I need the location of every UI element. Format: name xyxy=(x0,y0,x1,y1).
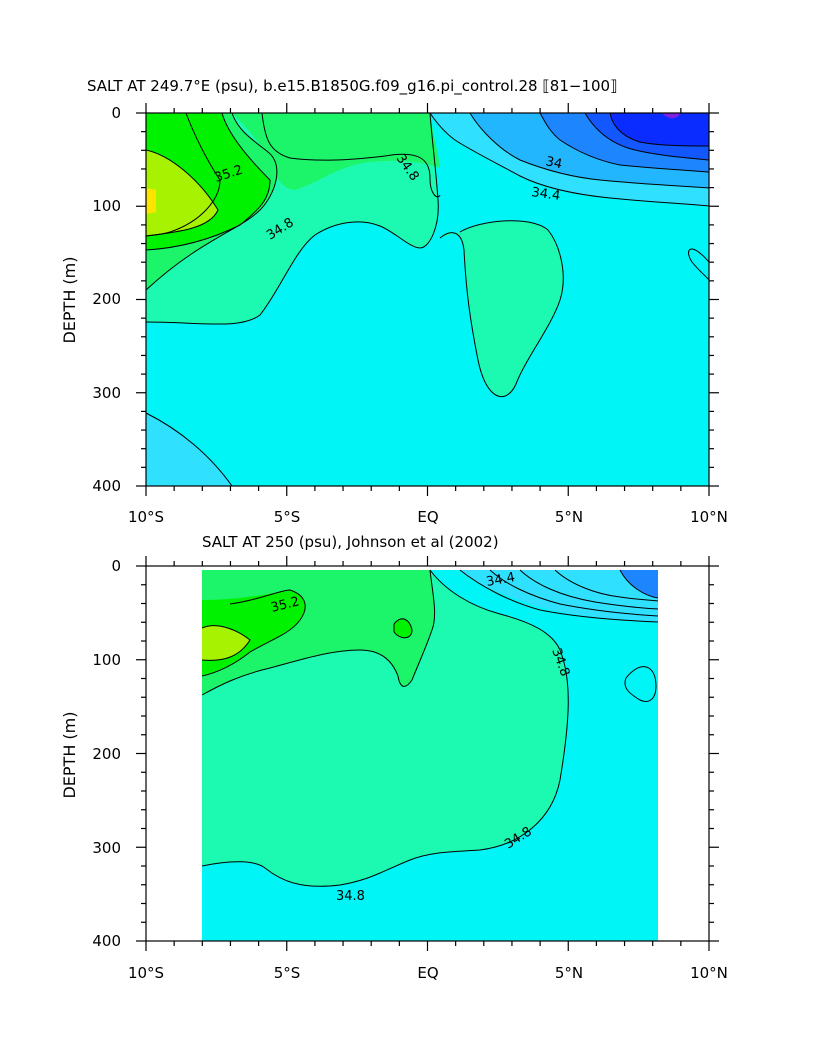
bottom-fill-light-green xyxy=(202,625,250,661)
top-y-tick-label: 300 xyxy=(92,384,121,402)
bottom-fill-green-island xyxy=(394,618,412,638)
top-contour-line xyxy=(145,149,219,237)
bottom-contour-label: 34.4 xyxy=(485,570,516,590)
top-fill-max xyxy=(146,188,156,214)
top-fill-green2b xyxy=(146,113,440,190)
top-contour-label: 34 xyxy=(544,154,563,172)
top-x-tick-label: 10°N xyxy=(690,508,728,526)
top-panel: SALT AT 249.7°E (psu), b.e15.B1850G.f09_… xyxy=(60,77,728,526)
top-contour-label: 34.4 xyxy=(530,185,561,204)
top-y-tick-labels: 0 100 200 300 400 xyxy=(92,104,121,495)
top-filled-contours xyxy=(146,113,709,486)
bottom-contour-line xyxy=(201,625,251,661)
bottom-x-tick-labels: 10°S 5°S EQ 5°N 10°N xyxy=(128,964,728,982)
bottom-contour-label: 35.2 xyxy=(269,594,301,616)
top-contour-line xyxy=(145,412,233,487)
bottom-y-tick-labels: 0 100 200 300 400 xyxy=(92,557,121,950)
bottom-contour-line xyxy=(201,589,306,677)
top-title: SALT AT 249.7°E (psu), b.e15.B1850G.f09_… xyxy=(87,77,618,96)
top-contour-line xyxy=(539,112,710,173)
top-contour-line xyxy=(429,112,710,207)
bottom-title: SALT AT 250 (psu), Johnson et al (2002) xyxy=(202,533,499,551)
top-y-axis-label: DEPTH (m) xyxy=(60,256,79,343)
bottom-contour-line xyxy=(554,569,659,602)
bottom-y-tick-label: 400 xyxy=(92,932,121,950)
top-x-tick-label: 5°N xyxy=(555,508,583,526)
top-contour-line xyxy=(584,112,710,161)
top-contour-line xyxy=(261,112,441,198)
bottom-contour-line xyxy=(619,569,659,599)
top-fill-min xyxy=(662,113,680,119)
bottom-y-tick-label: 0 xyxy=(111,557,121,575)
top-y-tick-label: 100 xyxy=(92,197,121,215)
bottom-fill-sky-b xyxy=(460,570,658,622)
top-x-tick-label: 10°S xyxy=(128,508,164,526)
top-contour-line xyxy=(688,248,710,281)
top-contour-line xyxy=(145,112,439,325)
bottom-filled-contours xyxy=(202,570,658,941)
bottom-contour-line xyxy=(519,569,659,610)
bottom-panel: SALT AT 250 (psu), Johnson et al (2002) xyxy=(60,533,728,982)
bottom-contour-line xyxy=(459,569,659,623)
bottom-y-tick-label: 100 xyxy=(92,651,121,669)
top-contour-line xyxy=(609,112,710,147)
top-ticks xyxy=(136,103,719,496)
top-fill-blue3 xyxy=(610,113,709,146)
top-fill-bottom-left xyxy=(146,413,232,486)
top-contour-line xyxy=(469,112,710,189)
bottom-y-axis-label: DEPTH (m) xyxy=(60,711,79,798)
top-fill-light-green xyxy=(146,150,218,236)
bottom-x-tick-label: EQ xyxy=(417,964,438,982)
bottom-x-tick-label: 10°S xyxy=(128,964,164,982)
top-x-tick-label: 5°S xyxy=(274,508,301,526)
bottom-contour-line xyxy=(489,569,659,617)
bottom-contour-label: 34.8 xyxy=(336,889,365,904)
bottom-fill-blue-corner xyxy=(620,570,658,598)
bottom-contour-line xyxy=(201,569,569,887)
bottom-x-tick-label: 5°S xyxy=(274,964,301,982)
top-contour-line xyxy=(145,112,278,291)
bottom-contour-lines xyxy=(201,569,659,887)
bottom-contour-line xyxy=(201,569,436,696)
top-fill-green-cyan-tongue xyxy=(440,220,564,397)
bottom-y-tick-label: 200 xyxy=(92,745,121,763)
top-x-tick-labels: 10°S 5°S EQ 5°N 10°N xyxy=(128,508,728,526)
top-contour-line xyxy=(145,112,271,251)
bottom-x-tick-label: 5°N xyxy=(555,964,583,982)
bottom-ticks xyxy=(136,556,719,951)
bottom-x-tick-label: 10°N xyxy=(690,964,728,982)
top-contour-lines xyxy=(145,112,710,487)
top-y-tick-label: 0 xyxy=(111,104,121,122)
bottom-contour-line xyxy=(624,666,657,702)
bottom-y-tick-label: 300 xyxy=(92,839,121,857)
top-x-tick-label: EQ xyxy=(417,508,438,526)
bottom-contour-line xyxy=(393,618,413,639)
top-contour-line xyxy=(439,220,564,398)
top-y-tick-label: 200 xyxy=(92,290,121,308)
top-y-tick-label: 400 xyxy=(92,477,121,495)
